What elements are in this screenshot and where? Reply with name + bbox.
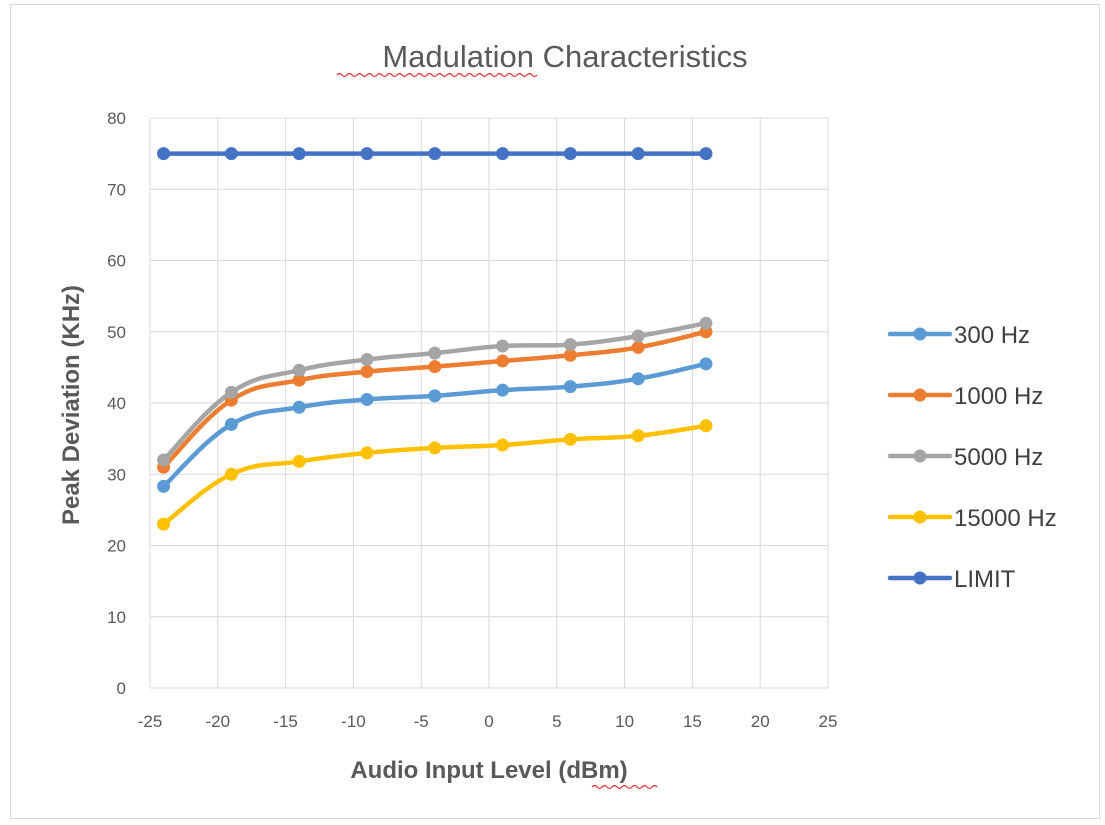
data-point [292, 454, 306, 468]
data-point [360, 365, 374, 379]
data-point [699, 419, 713, 433]
data-point [631, 329, 645, 343]
data-point [563, 348, 577, 362]
x-tick-label: 10 [615, 712, 634, 731]
legend-label: 15000 Hz [954, 505, 1057, 532]
data-point [360, 147, 374, 161]
data-point [631, 340, 645, 354]
y-axis-tick-labels: 0 10 20 30 40 50 60 70 80 [107, 109, 126, 698]
data-point [563, 432, 577, 446]
data-point [224, 467, 238, 481]
x-tick-label: 15 [683, 712, 702, 731]
x-tick-label: -20 [206, 712, 231, 731]
chart-title: Madulation Characteristics [382, 39, 747, 74]
data-point [563, 338, 577, 352]
data-point [631, 429, 645, 443]
data-point [563, 147, 577, 161]
series-limit [157, 147, 713, 161]
data-point [496, 438, 510, 452]
data-point [631, 147, 645, 161]
legend-label: 5000 Hz [954, 444, 1043, 471]
x-axis-tick-labels: -25 -20 -15 -10 -5 0 5 10 15 20 25 [138, 712, 838, 731]
x-tick-label: -10 [341, 712, 366, 731]
data-point [428, 389, 442, 403]
data-point [496, 354, 510, 368]
data-point [496, 147, 510, 161]
y-tick-label: 20 [107, 537, 126, 556]
y-axis-title: Peak Deviation (KHz) [58, 285, 85, 525]
data-point [699, 147, 713, 161]
legend-marker [913, 510, 927, 524]
legend-marker [913, 571, 927, 585]
data-point [292, 373, 306, 387]
legend-item: 1000 Hz [887, 383, 1043, 410]
y-tick-label: 10 [107, 608, 126, 627]
legend-marker [913, 388, 927, 402]
data-point [631, 372, 645, 386]
spellcheck-underline [591, 784, 658, 790]
data-point [360, 392, 374, 406]
legend-item: 15000 Hz [887, 505, 1057, 532]
data-point [496, 339, 510, 353]
y-tick-label: 0 [117, 679, 126, 698]
data-point [157, 517, 171, 531]
gridlines [149, 117, 829, 689]
data-point [157, 479, 171, 493]
legend-label: 1000 Hz [954, 383, 1043, 410]
y-tick-label: 80 [107, 109, 126, 128]
data-point [292, 400, 306, 414]
x-axis-title: Audio Input Level (dBm) [350, 757, 627, 784]
legend-item: LIMIT [887, 566, 1016, 593]
legend-item: 5000 Hz [887, 444, 1043, 471]
series-300-hz [157, 357, 713, 493]
x-tick-label: -5 [414, 712, 429, 731]
data-point [292, 363, 306, 377]
data-point [292, 147, 306, 161]
legend-marker [913, 327, 927, 341]
data-point [224, 147, 238, 161]
data-point [428, 346, 442, 360]
x-tick-label: 0 [484, 712, 493, 731]
data-point [157, 453, 171, 467]
legend-marker [913, 449, 927, 463]
legend-item: 300 Hz [887, 322, 1030, 349]
data-point [224, 385, 238, 399]
y-tick-label: 40 [107, 394, 126, 413]
data-point [360, 446, 374, 460]
y-tick-label: 50 [107, 323, 126, 342]
data-point [224, 417, 238, 431]
series-15000-hz [157, 419, 713, 531]
data-point [563, 380, 577, 394]
y-tick-label: 30 [107, 465, 126, 484]
chart-area [10, 4, 1100, 819]
data-point [496, 383, 510, 397]
x-tick-label: -25 [138, 712, 163, 731]
x-tick-label: 25 [819, 712, 838, 731]
spellcheck-underline [336, 72, 538, 78]
data-point [699, 316, 713, 330]
data-point [428, 360, 442, 374]
legend-label: LIMIT [954, 566, 1016, 593]
y-tick-label: 60 [107, 252, 126, 271]
x-tick-label: -15 [273, 712, 298, 731]
data-series [157, 147, 713, 531]
data-point [428, 441, 442, 455]
data-point [360, 353, 374, 367]
series-5000-hz [157, 316, 713, 467]
legend: 300 Hz 1000 Hz 5000 Hz 15000 Hz LIMIT [887, 322, 1057, 593]
legend-label: 300 Hz [954, 322, 1030, 349]
y-tick-label: 70 [107, 180, 126, 199]
data-point [699, 357, 713, 371]
x-tick-label: 20 [751, 712, 770, 731]
data-point [428, 147, 442, 161]
data-point [157, 147, 171, 161]
x-tick-label: 5 [552, 712, 561, 731]
